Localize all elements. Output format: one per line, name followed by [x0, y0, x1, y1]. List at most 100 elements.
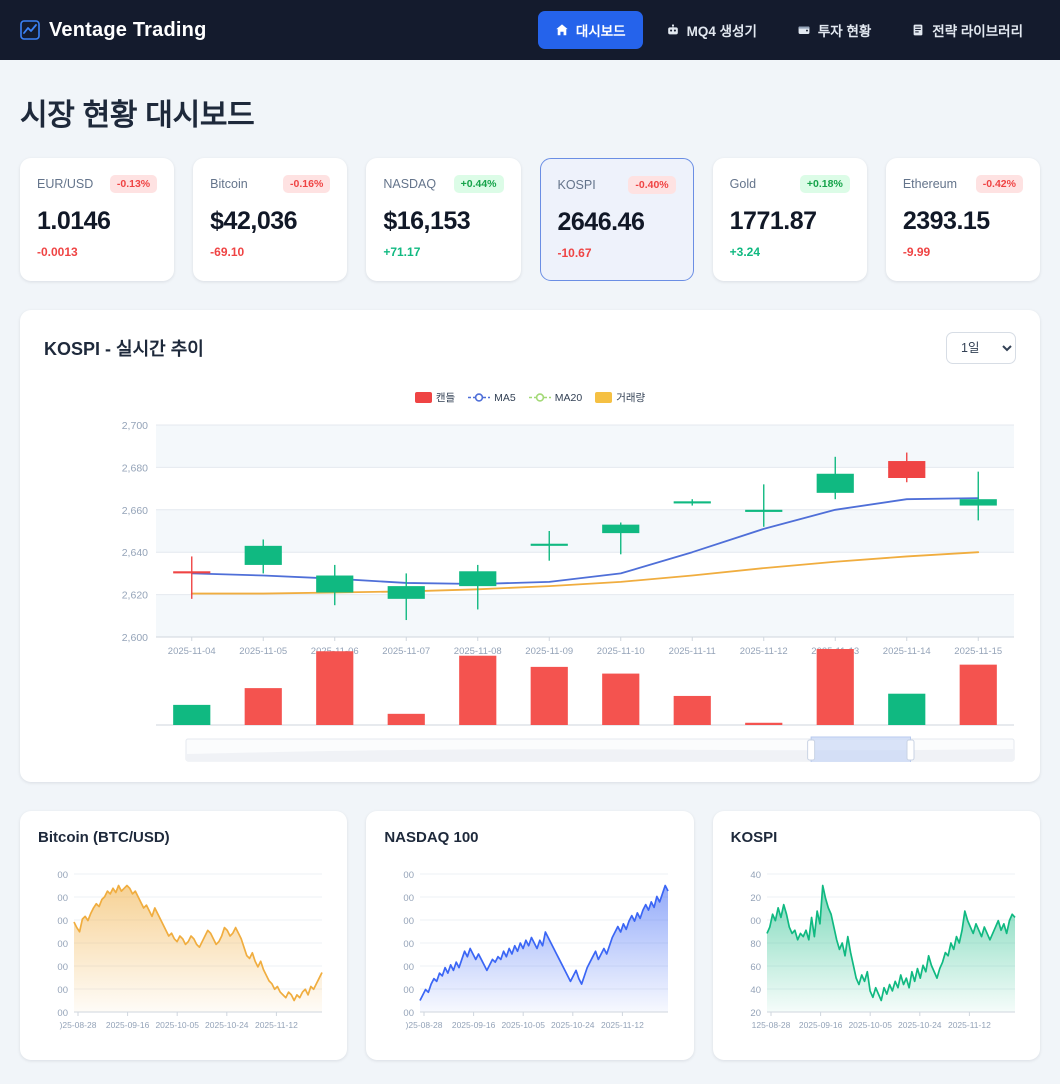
- nav-item-dashboard[interactable]: 대시보드: [537, 11, 643, 49]
- svg-text:00: 00: [404, 962, 415, 973]
- svg-text:2,680: 2,680: [122, 462, 148, 474]
- svg-text:2025-11-05: 2025-11-05: [239, 646, 287, 657]
- legend-label: 캔들: [435, 392, 456, 404]
- market-card-label: Ethereum: [902, 177, 958, 191]
- legend-item-candle[interactable]: 캔들: [414, 390, 456, 405]
- nav-item-portfolio-label: 투자 현황: [817, 24, 872, 39]
- candlestick-chart-area[interactable]: 2,600 2,620 2,640 2,660 2,680 2,700 2025-11-04…: [44, 417, 1016, 762]
- mini-chart-title: Bitcoin (BTC/USD): [38, 829, 170, 846]
- brand-name: Ventage Trading: [49, 18, 207, 41]
- nav-item-portfolio[interactable]: 투자 현황: [780, 11, 888, 49]
- legend-item-ma20[interactable]: MA20: [528, 391, 583, 404]
- svg-text:2,620: 2,620: [122, 590, 148, 602]
- market-card-price: $16,153: [383, 207, 471, 235]
- market-card-gold[interactable]: Gold +0.18% 1771.87 +3.24: [712, 158, 867, 281]
- svg-text:125-08-28: 125-08-28: [751, 1020, 790, 1030]
- market-card-price: $42,036: [210, 207, 298, 235]
- page-body: 시장 현황 대시보드 EUR/USD -0.13% 1.0146 -0.0013…: [0, 90, 1060, 1084]
- svg-text:2025-11-12: 2025-11-12: [948, 1020, 991, 1030]
- market-card-label: EUR/USD: [37, 177, 94, 191]
- market-card-eurusd[interactable]: EUR/USD -0.13% 1.0146 -0.0013: [20, 158, 175, 281]
- svg-text:2025-09-16: 2025-09-16: [106, 1020, 150, 1030]
- brand[interactable]: Ventage Trading: [20, 19, 206, 42]
- volume-swatch-icon: [595, 392, 613, 403]
- status-badge: +0.18%: [799, 175, 850, 193]
- timeframe-select[interactable]: 1일1주1개월3개월1년: [946, 332, 1016, 364]
- svg-text:2025-11-09: 2025-11-09: [525, 646, 573, 657]
- kospi-area-svg: 20 40 60 80 00 20 40 125-08-28 2025-09-16 2025-10…: [750, 870, 1016, 1030]
- svg-text:00: 00: [57, 985, 68, 996]
- mini-chart-area[interactable]: 00 00 00 00 00 00 00)25-08-28 2025-09-16 2025-10…: [380, 860, 679, 1046]
- kospi-chart-panel: KOSPI - 실시간 추이 1일1주1개월3개월1년 캔들 MA5: [20, 310, 1040, 782]
- home-icon: [555, 23, 569, 37]
- svg-text:00: 00: [404, 916, 415, 927]
- svg-text:80: 80: [750, 939, 761, 950]
- svg-text:00: 00: [404, 939, 415, 950]
- svg-text:00: 00: [57, 962, 68, 973]
- mini-card-kospi[interactable]: KOSPI 20 40 60 80 00 20 40 125-08-28 2025-09-16 2…: [712, 811, 1040, 1060]
- wallet-icon: [797, 23, 811, 37]
- market-card-price: 2646.46: [557, 208, 645, 236]
- svg-text:2025-10-05: 2025-10-05: [848, 1020, 892, 1030]
- card-header: Gold +0.18%: [730, 175, 850, 193]
- mini-card-bitcoin[interactable]: Bitcoin (BTC/USD) 00 00 00 00 00 00 00)25-08-2…: [20, 811, 348, 1060]
- market-card-kospi[interactable]: KOSPI -0.40% 2646.46 -10.67: [539, 158, 694, 281]
- svg-text:)25-08-28: )25-08-28: [60, 1020, 97, 1030]
- svg-text:2025-11-12: 2025-11-12: [601, 1020, 644, 1030]
- status-badge: -0.16%: [283, 175, 331, 193]
- market-card-change: -9.99: [902, 245, 931, 259]
- top-navbar: Ventage Trading 대시보드 MQ4 생성기: [0, 0, 1060, 60]
- page-title: 시장 현황 대시보드: [20, 99, 255, 132]
- market-card-change: -0.0013: [37, 245, 78, 259]
- card-header: Bitcoin -0.16%: [210, 175, 331, 193]
- svg-text:20: 20: [750, 893, 761, 904]
- ma5-line-icon: [468, 392, 491, 403]
- line-chart-icon: [20, 20, 40, 40]
- legend-label: MA20: [554, 391, 583, 404]
- panel-header: KOSPI - 실시간 추이 1일1주1개월3개월1년: [44, 332, 1016, 364]
- market-card-nasdaq[interactable]: NASDAQ +0.44% $16,153 +71.17: [366, 158, 521, 281]
- svg-text:00: 00: [57, 939, 68, 950]
- svg-text:2025-10-05: 2025-10-05: [155, 1020, 199, 1030]
- svg-text:2025-10-05: 2025-10-05: [502, 1020, 546, 1030]
- mini-chart-area[interactable]: 20 40 60 80 00 20 40 125-08-28 2025-09-16 2025-10…: [727, 860, 1026, 1046]
- svg-text:00: 00: [404, 893, 415, 904]
- nav-item-mq4-generator[interactable]: MQ4 생성기: [649, 11, 774, 49]
- market-card-label: Gold: [729, 177, 757, 191]
- svg-text:2025-11-08: 2025-11-08: [454, 646, 502, 657]
- market-card-bitcoin[interactable]: Bitcoin -0.16% $42,036 -69.10: [193, 158, 348, 281]
- market-cards: EUR/USD -0.13% 1.0146 -0.0013 Bitcoin -0…: [20, 158, 1040, 281]
- legend-item-ma5[interactable]: MA5: [468, 392, 516, 404]
- svg-text:00: 00: [404, 985, 415, 996]
- market-card-change: -69.10: [210, 245, 245, 259]
- svg-text:40: 40: [750, 985, 761, 996]
- market-card-price: 1771.87: [729, 207, 817, 235]
- legend-item-volume[interactable]: 거래량: [595, 390, 645, 405]
- svg-text:40: 40: [750, 870, 761, 881]
- svg-text:2025-11-10: 2025-11-10: [597, 646, 645, 657]
- svg-text:60: 60: [750, 962, 761, 973]
- svg-text:00: 00: [750, 916, 761, 927]
- mini-chart-area[interactable]: 00 00 00 00 00 00 00)25-08-28 2025-09-16 2025-10…: [34, 860, 333, 1046]
- mini-chart-title: KOSPI: [730, 829, 778, 846]
- candlestick-svg: 2,600 2,620 2,640 2,660 2,680 2,700 2025-11-04…: [122, 420, 1015, 762]
- legend-label: 거래량: [616, 392, 646, 404]
- mini-card-nasdaq[interactable]: NASDAQ 100 00 00 00 00 00 00 00)25-08-28 2025-0…: [366, 811, 694, 1060]
- svg-text:2025-11-07: 2025-11-07: [382, 646, 430, 657]
- svg-text:2025-10-24: 2025-10-24: [551, 1020, 595, 1030]
- svg-text:2,600: 2,600: [122, 632, 148, 644]
- chart-legend: 캔들 MA5 MA20: [44, 390, 1016, 405]
- market-card-change: +3.24: [729, 245, 761, 259]
- card-header: KOSPI -0.40%: [558, 176, 676, 194]
- market-card-label: Bitcoin: [210, 177, 248, 191]
- svg-text:2,660: 2,660: [122, 505, 148, 517]
- chart-title: KOSPI - 실시간 추이: [44, 339, 204, 359]
- ma20-line-icon: [528, 392, 551, 403]
- market-card-ethereum[interactable]: Ethereum -0.42% 2393.15 -9.99: [885, 158, 1040, 281]
- svg-text:00: 00: [57, 916, 68, 927]
- legend-label: MA5: [494, 391, 516, 404]
- nav-item-strategy-library[interactable]: 전략 라이브러리: [894, 11, 1040, 49]
- svg-text:2025-09-16: 2025-09-16: [452, 1020, 496, 1030]
- book-icon: [911, 23, 925, 37]
